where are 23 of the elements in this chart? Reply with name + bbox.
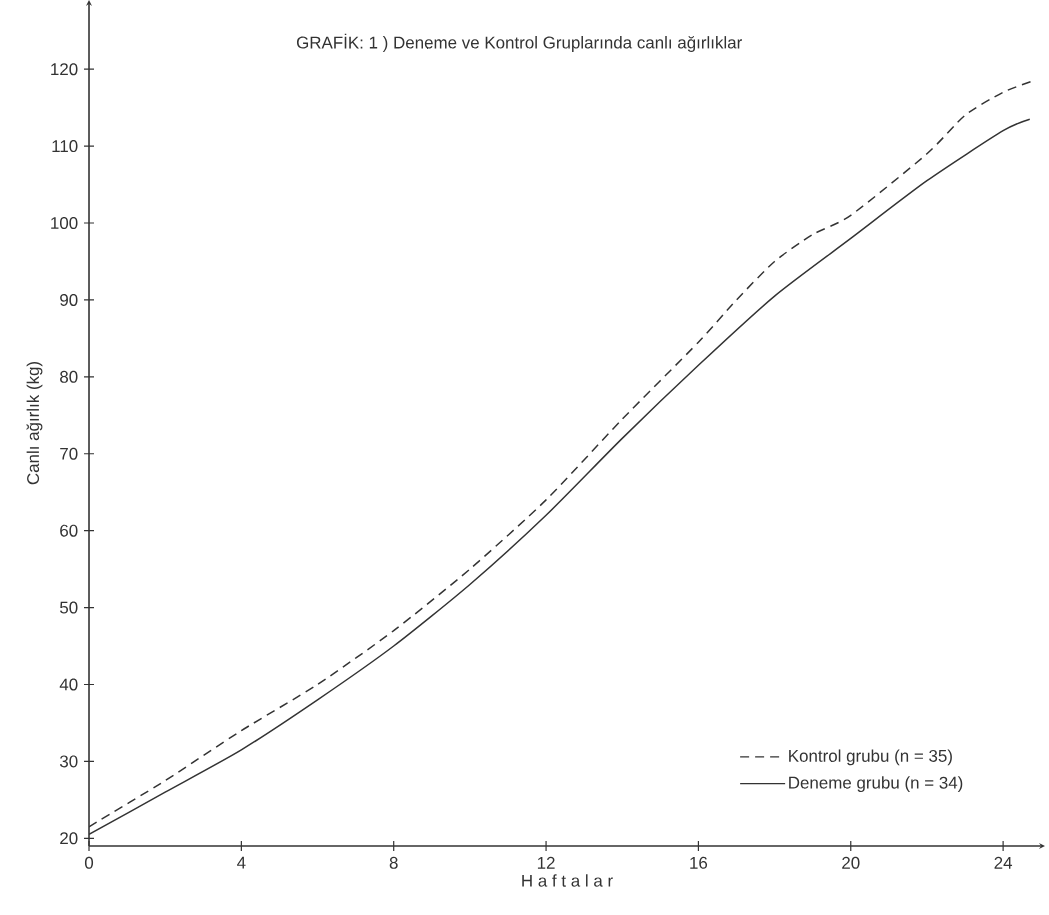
y-axis-title: Canlı ağırlık (kg) xyxy=(26,361,43,485)
y-tick-label: 110 xyxy=(52,140,78,153)
y-tick-label: 100 xyxy=(51,217,78,230)
x-tick-label: 24 xyxy=(994,856,1013,869)
y-tick-label: 70 xyxy=(60,447,78,460)
y-tick-label: 120 xyxy=(51,63,78,76)
y-tick-label: 80 xyxy=(60,370,78,383)
text: GRAFİK: 1 ) Deneme ve Kontrol Gruplarında canlı ağırlıklar xyxy=(296,33,742,52)
y-tick-label: 60 xyxy=(60,524,78,537)
legend-label: Kontrol grubu (n = 35) xyxy=(789,749,952,766)
y-tick-label: 20 xyxy=(60,832,78,845)
x-tick-label: 16 xyxy=(690,856,708,869)
y-tick-label: 90 xyxy=(60,293,78,306)
y-tick-label: 40 xyxy=(59,678,78,691)
x-tick-label: 20 xyxy=(842,856,860,869)
legend-label: Deneme grubu (n = 34) xyxy=(789,776,963,793)
x-tick-label: 4 xyxy=(237,856,246,869)
x-axis-title: H a f t a l a r xyxy=(522,874,613,887)
x-tick-label: 12 xyxy=(537,856,555,869)
x-tick-label: 8 xyxy=(389,856,398,869)
x-tick-label: 0 xyxy=(84,856,94,869)
y-tick-label: 50 xyxy=(60,601,78,614)
y-tick-label: 30 xyxy=(59,755,78,768)
